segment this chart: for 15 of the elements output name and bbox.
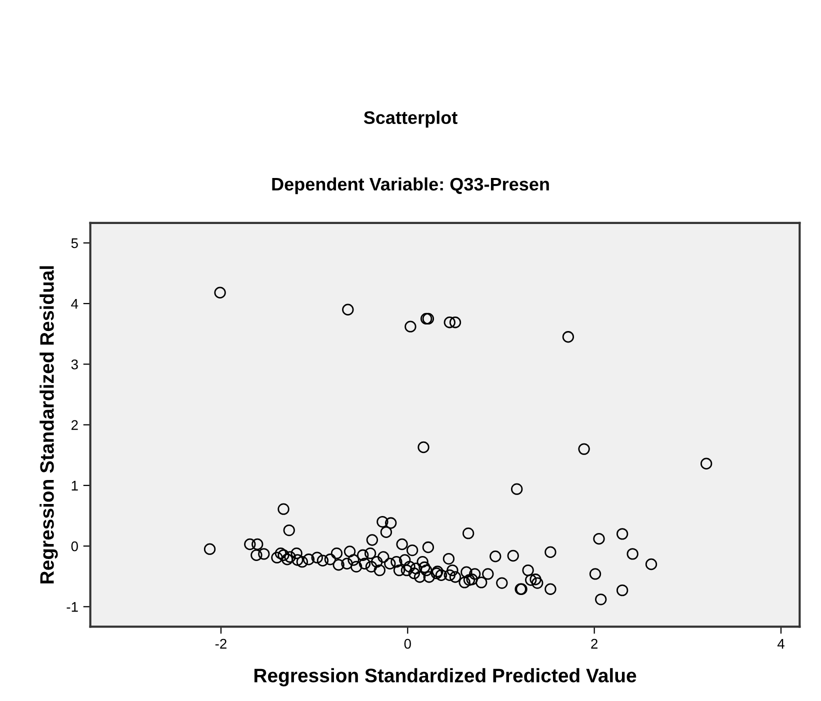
x-tick-label: 0 xyxy=(404,638,411,649)
x-axis-title: Regression Standardized Predicted Value xyxy=(254,668,636,686)
y-tick-label: 5 xyxy=(71,238,78,248)
x-tick-label: -2 xyxy=(215,638,226,649)
chart-title: Scatterplot xyxy=(364,110,458,128)
x-tick-label: 2 xyxy=(591,638,598,649)
y-tick-label: 0 xyxy=(71,541,78,552)
y-axis-title: Regression Standardized Residual xyxy=(40,266,58,584)
y-tick-label: -1 xyxy=(66,602,78,612)
y-tick-label: 3 xyxy=(71,360,78,370)
y-tick-label: 2 xyxy=(71,420,78,430)
chart-subtitle: Dependent Variable: Q33-Presen xyxy=(272,177,549,194)
y-tick-label: 4 xyxy=(71,299,78,309)
x-tick-label: 4 xyxy=(777,639,784,649)
y-tick-label: 1 xyxy=(72,480,78,490)
